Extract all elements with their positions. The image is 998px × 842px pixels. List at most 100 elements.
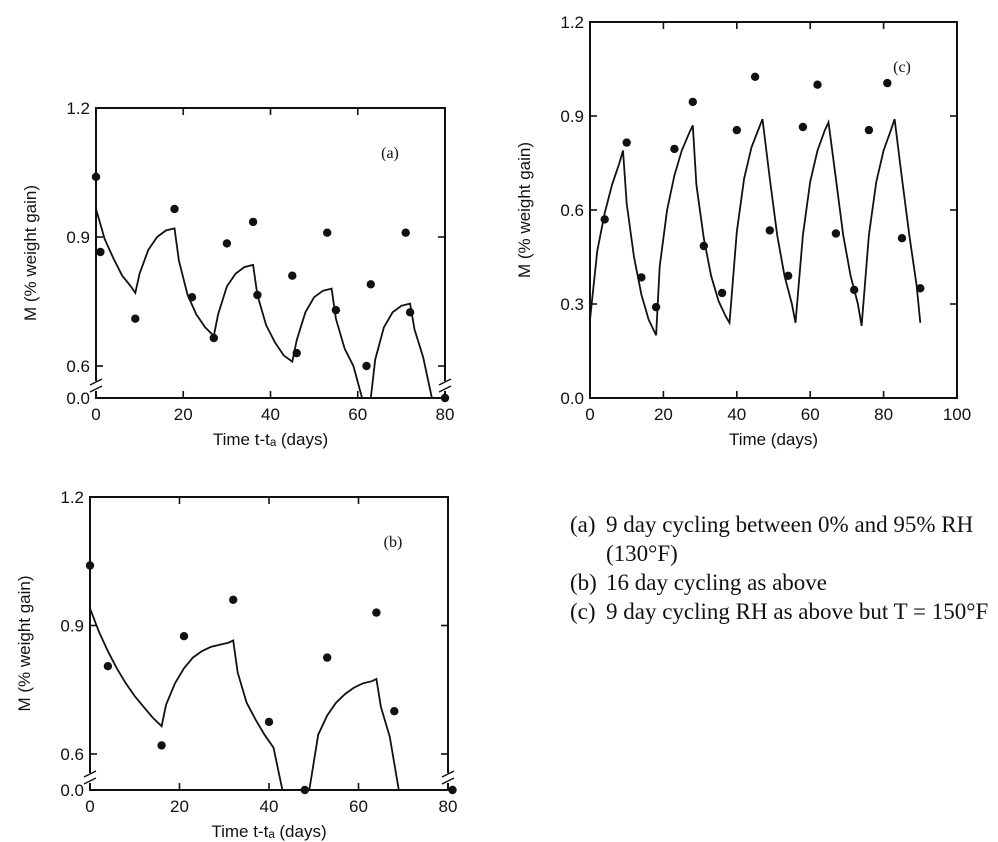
y-axis-label: M (% weight gain) bbox=[21, 185, 40, 321]
data-point bbox=[103, 662, 113, 671]
model-fit-line bbox=[589, 118, 922, 336]
data-point bbox=[248, 217, 258, 227]
y-tick-label: 0.6 bbox=[560, 201, 584, 220]
data-point bbox=[897, 234, 907, 243]
data-point bbox=[91, 172, 101, 181]
x-tick-label: 40 bbox=[727, 405, 746, 424]
chart-panel-b: 0 20 40 60 80 0.0 0.6 0.9 1.2 Time t-tₐ (days) M (… bbox=[15, 488, 457, 841]
data-point bbox=[401, 228, 410, 237]
data-point bbox=[96, 247, 105, 257]
x-tick-label: 40 bbox=[260, 797, 279, 816]
y-tick-label: 0.9 bbox=[66, 228, 90, 247]
x-tick-label: 0 bbox=[85, 797, 94, 816]
data-point bbox=[323, 228, 332, 237]
y-tick-label: 0.0 bbox=[60, 781, 84, 800]
chart-panel-a: 0 20 40 60 80 0.0 0.6 0.9 1.2 Time t-tₐ (days) M (… bbox=[21, 99, 454, 449]
caption-text: 16 day cycling as above bbox=[606, 570, 827, 595]
y-tick-label: 0.3 bbox=[560, 295, 584, 314]
data-point bbox=[651, 302, 661, 312]
x-axis-label: Time (days) bbox=[729, 430, 818, 449]
data-point bbox=[750, 72, 760, 82]
caption-item-a: (a) 9 day cycling between 0% and 95% RH … bbox=[570, 510, 995, 568]
axis-break-mark bbox=[83, 770, 97, 778]
axis-break-mark bbox=[89, 385, 103, 393]
caption-key: (b) bbox=[570, 570, 597, 595]
y-tick-label: 0.9 bbox=[60, 617, 84, 636]
data-point bbox=[390, 707, 399, 716]
y-tick-label: 0.6 bbox=[66, 357, 90, 376]
axis-break-mark bbox=[438, 385, 452, 393]
data-point bbox=[179, 632, 189, 641]
x-tick-label: 80 bbox=[436, 405, 455, 424]
data-point bbox=[170, 204, 179, 214]
data-point bbox=[362, 361, 371, 371]
data-point bbox=[670, 144, 679, 154]
model-fit-line bbox=[95, 208, 445, 399]
y-axis-label: M (% weight gain) bbox=[515, 142, 534, 278]
data-point bbox=[157, 741, 166, 750]
panel-label: (c) bbox=[893, 59, 911, 76]
data-point bbox=[131, 314, 140, 323]
data-point bbox=[717, 288, 727, 298]
data-point bbox=[688, 97, 697, 107]
data-point bbox=[622, 138, 631, 147]
axis-break-mark bbox=[441, 770, 455, 778]
data-point bbox=[405, 308, 415, 317]
x-tick-label: 20 bbox=[654, 405, 673, 424]
data-point bbox=[831, 229, 841, 238]
data-point bbox=[765, 226, 774, 235]
data-point bbox=[366, 280, 375, 289]
data-point bbox=[813, 80, 822, 89]
x-tick-label: 100 bbox=[943, 405, 971, 424]
x-tick-label: 60 bbox=[349, 797, 368, 816]
axis-break-mark bbox=[438, 378, 452, 386]
x-tick-label: 80 bbox=[439, 797, 458, 816]
axis-break-mark bbox=[89, 378, 103, 386]
data-point bbox=[864, 125, 874, 135]
caption-key: (a) bbox=[570, 512, 596, 537]
data-point bbox=[85, 561, 95, 570]
data-point bbox=[732, 125, 741, 135]
data-point bbox=[264, 717, 274, 727]
data-point bbox=[798, 122, 808, 132]
axis-break-mark bbox=[83, 777, 97, 785]
y-tick-label: 0.6 bbox=[60, 745, 84, 764]
y-tick-label: 1.2 bbox=[66, 99, 90, 118]
data-point bbox=[784, 271, 793, 280]
caption-text: 9 day cycling between 0% and 95% RH (130… bbox=[606, 512, 974, 566]
panel-label: (b) bbox=[384, 534, 403, 551]
panel-label: (a) bbox=[381, 145, 399, 162]
y-tick-label: 0.0 bbox=[560, 389, 584, 408]
x-tick-label: 0 bbox=[91, 405, 100, 424]
y-tick-label: 1.2 bbox=[60, 488, 84, 507]
x-tick-label: 20 bbox=[174, 405, 193, 424]
x-axis-label: Time t-tₐ (days) bbox=[213, 430, 328, 449]
data-point bbox=[288, 271, 297, 280]
x-tick-label: 80 bbox=[874, 405, 893, 424]
chart-panel-c: 0 20 40 60 80 100 0.0 0.3 0.6 0.9 1.2 Time (days) M … bbox=[515, 13, 971, 449]
y-tick-label: 0.0 bbox=[66, 389, 90, 408]
x-tick-label: 60 bbox=[801, 405, 820, 424]
model-fit-line bbox=[89, 608, 440, 791]
figure-caption: (a) 9 day cycling between 0% and 95% RH … bbox=[570, 510, 995, 626]
x-tick-label: 40 bbox=[261, 405, 280, 424]
data-point bbox=[916, 284, 925, 293]
caption-item-c: (c) 9 day cycling RH as above but T = 15… bbox=[570, 597, 995, 626]
axis-break-mark bbox=[441, 777, 455, 785]
x-axis-label: Time t-tₐ (days) bbox=[211, 822, 326, 841]
y-tick-label: 0.9 bbox=[560, 107, 584, 126]
data-point bbox=[883, 78, 892, 88]
data-point bbox=[372, 608, 381, 617]
caption-key: (c) bbox=[570, 599, 596, 624]
data-point bbox=[448, 785, 457, 795]
data-point bbox=[209, 333, 218, 343]
y-tick-label: 1.2 bbox=[560, 13, 584, 32]
x-tick-label: 60 bbox=[348, 405, 367, 424]
caption-text: 9 day cycling RH as above but T = 150°F bbox=[606, 599, 989, 624]
x-tick-label: 20 bbox=[170, 797, 189, 816]
caption-item-b: (b) 16 day cycling as above bbox=[570, 568, 995, 597]
x-tick-label: 0 bbox=[585, 405, 594, 424]
y-axis-label: M (% weight gain) bbox=[15, 575, 34, 711]
data-point bbox=[222, 239, 232, 248]
